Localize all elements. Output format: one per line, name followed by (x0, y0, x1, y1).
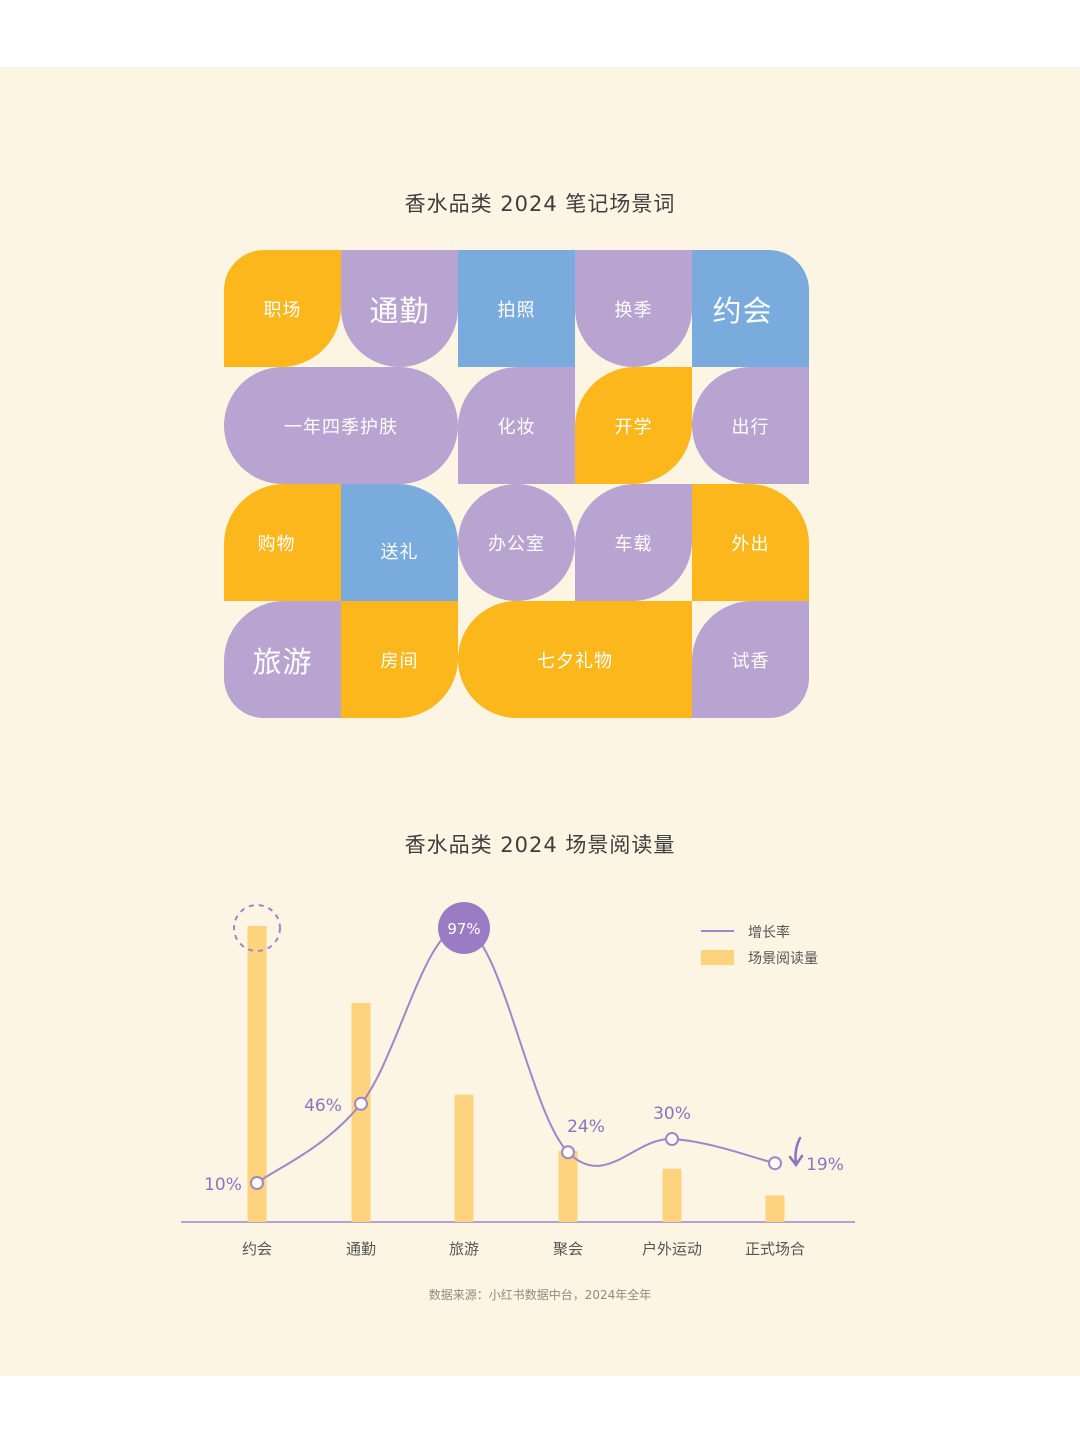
tile-label: 送礼 (380, 541, 419, 563)
tile-label: 开学 (614, 416, 653, 438)
reads-bar-3 (454, 1094, 474, 1222)
tile-label: 职场 (263, 299, 302, 321)
category-label-5: 户外运动 (642, 1240, 702, 1258)
growth-point-6 (768, 1156, 782, 1171)
tile-label: 购物 (257, 533, 296, 555)
reads-bar-5 (662, 1168, 682, 1222)
growth-label-6: 19% (806, 1155, 844, 1175)
growth-label-3: 97% (447, 920, 480, 938)
legend-bar-swatch (701, 950, 734, 965)
scene-reads-chart: 10% 46% 97% 24% 30% 19% 约会 通勤 旅游 聚会 户外运动 正式场合 增长率场景阅… (181, 902, 855, 1258)
growth-point-1 (250, 1176, 264, 1190)
round-top-right-tile: 外出 (692, 484, 809, 601)
round-top-left-tile: 化妆 (458, 367, 575, 484)
round-top-left-tile: 旅游 (224, 601, 341, 718)
category-label-6: 正式场合 (745, 1240, 805, 1258)
square-tile: 拍照 (458, 250, 575, 367)
tile-label: 外出 (731, 533, 770, 555)
round-left-tile: 七夕礼物 (458, 601, 692, 718)
tile-label: 七夕礼物 (537, 650, 613, 672)
scene-word-grid: 职场 通勤 拍照 换季 约会一年四季护肤 化妆 开学 出行购物 送礼 办公室 车载 外出旅游 房间 七夕礼… (224, 250, 809, 718)
tile-label: 化妆 (497, 416, 536, 438)
tile-label: 车载 (614, 533, 653, 555)
pill-tile: 一年四季护肤 (224, 367, 458, 484)
tile-label: 拍照 (497, 299, 536, 321)
tile-label: 办公室 (488, 533, 545, 555)
growth-label-2: 46% (304, 1096, 342, 1116)
circle-tile: 办公室 (458, 484, 575, 601)
growth-label-1: 10% (204, 1175, 242, 1195)
decline-arrow-icon (788, 1136, 804, 1168)
reads-bar-4 (558, 1150, 578, 1222)
leaf-tile: 车载 (575, 484, 692, 601)
legend-growth-label: 增长率 (748, 924, 790, 941)
growth-rate-line (256, 926, 776, 1184)
growth-point-4 (561, 1145, 575, 1160)
round-bottom-right-tile: 房间 (341, 601, 458, 718)
growth-point-5 (665, 1132, 679, 1146)
tile-label: 通勤 (369, 293, 430, 328)
data-source-note: 数据来源：小红书数据中台，2024年全年 (428, 1288, 652, 1302)
round-left-tile: 出行 (692, 367, 809, 484)
round-top-left-tile: 试香 (692, 601, 809, 718)
word-grid-title: 香水品类 2024 笔记场景词 (404, 192, 676, 216)
growth-point-2 (354, 1096, 368, 1111)
round-top-right-tile: 约会 (692, 250, 809, 367)
category-label-4: 聚会 (553, 1240, 583, 1258)
category-label-3: 旅游 (449, 1240, 479, 1258)
tile-label: 一年四季护肤 (284, 416, 398, 438)
tile-label: 旅游 (252, 644, 313, 679)
round-top-right-tile: 送礼 (341, 484, 458, 601)
growth-label-5: 30% (653, 1104, 691, 1124)
reads-bar-2 (351, 1002, 371, 1222)
arch-tile: 通勤 (341, 250, 458, 367)
chart-title: 香水品类 2024 场景阅读量 (404, 833, 676, 857)
max-reads-highlight-circle (233, 904, 281, 952)
leaf-tile: 职场 (224, 250, 341, 367)
tile-label: 房间 (380, 650, 419, 672)
tile-label: 出行 (731, 416, 770, 438)
arch-tile: 换季 (575, 250, 692, 367)
tile-label: 试香 (731, 650, 770, 672)
growth-label-4: 24% (567, 1117, 605, 1137)
reads-bar-6 (765, 1195, 785, 1222)
category-label-1: 约会 (242, 1240, 272, 1258)
tile-label: 换季 (614, 299, 653, 321)
reads-bar-1 (247, 926, 267, 1222)
legend-reads-label: 场景阅读量 (748, 950, 818, 967)
tile-label: 约会 (712, 293, 773, 328)
round-top-left-tile: 购物 (224, 484, 341, 601)
category-label-2: 通勤 (346, 1240, 376, 1258)
max-growth-bubble (438, 902, 490, 954)
leaf-tile: 开学 (575, 367, 692, 484)
